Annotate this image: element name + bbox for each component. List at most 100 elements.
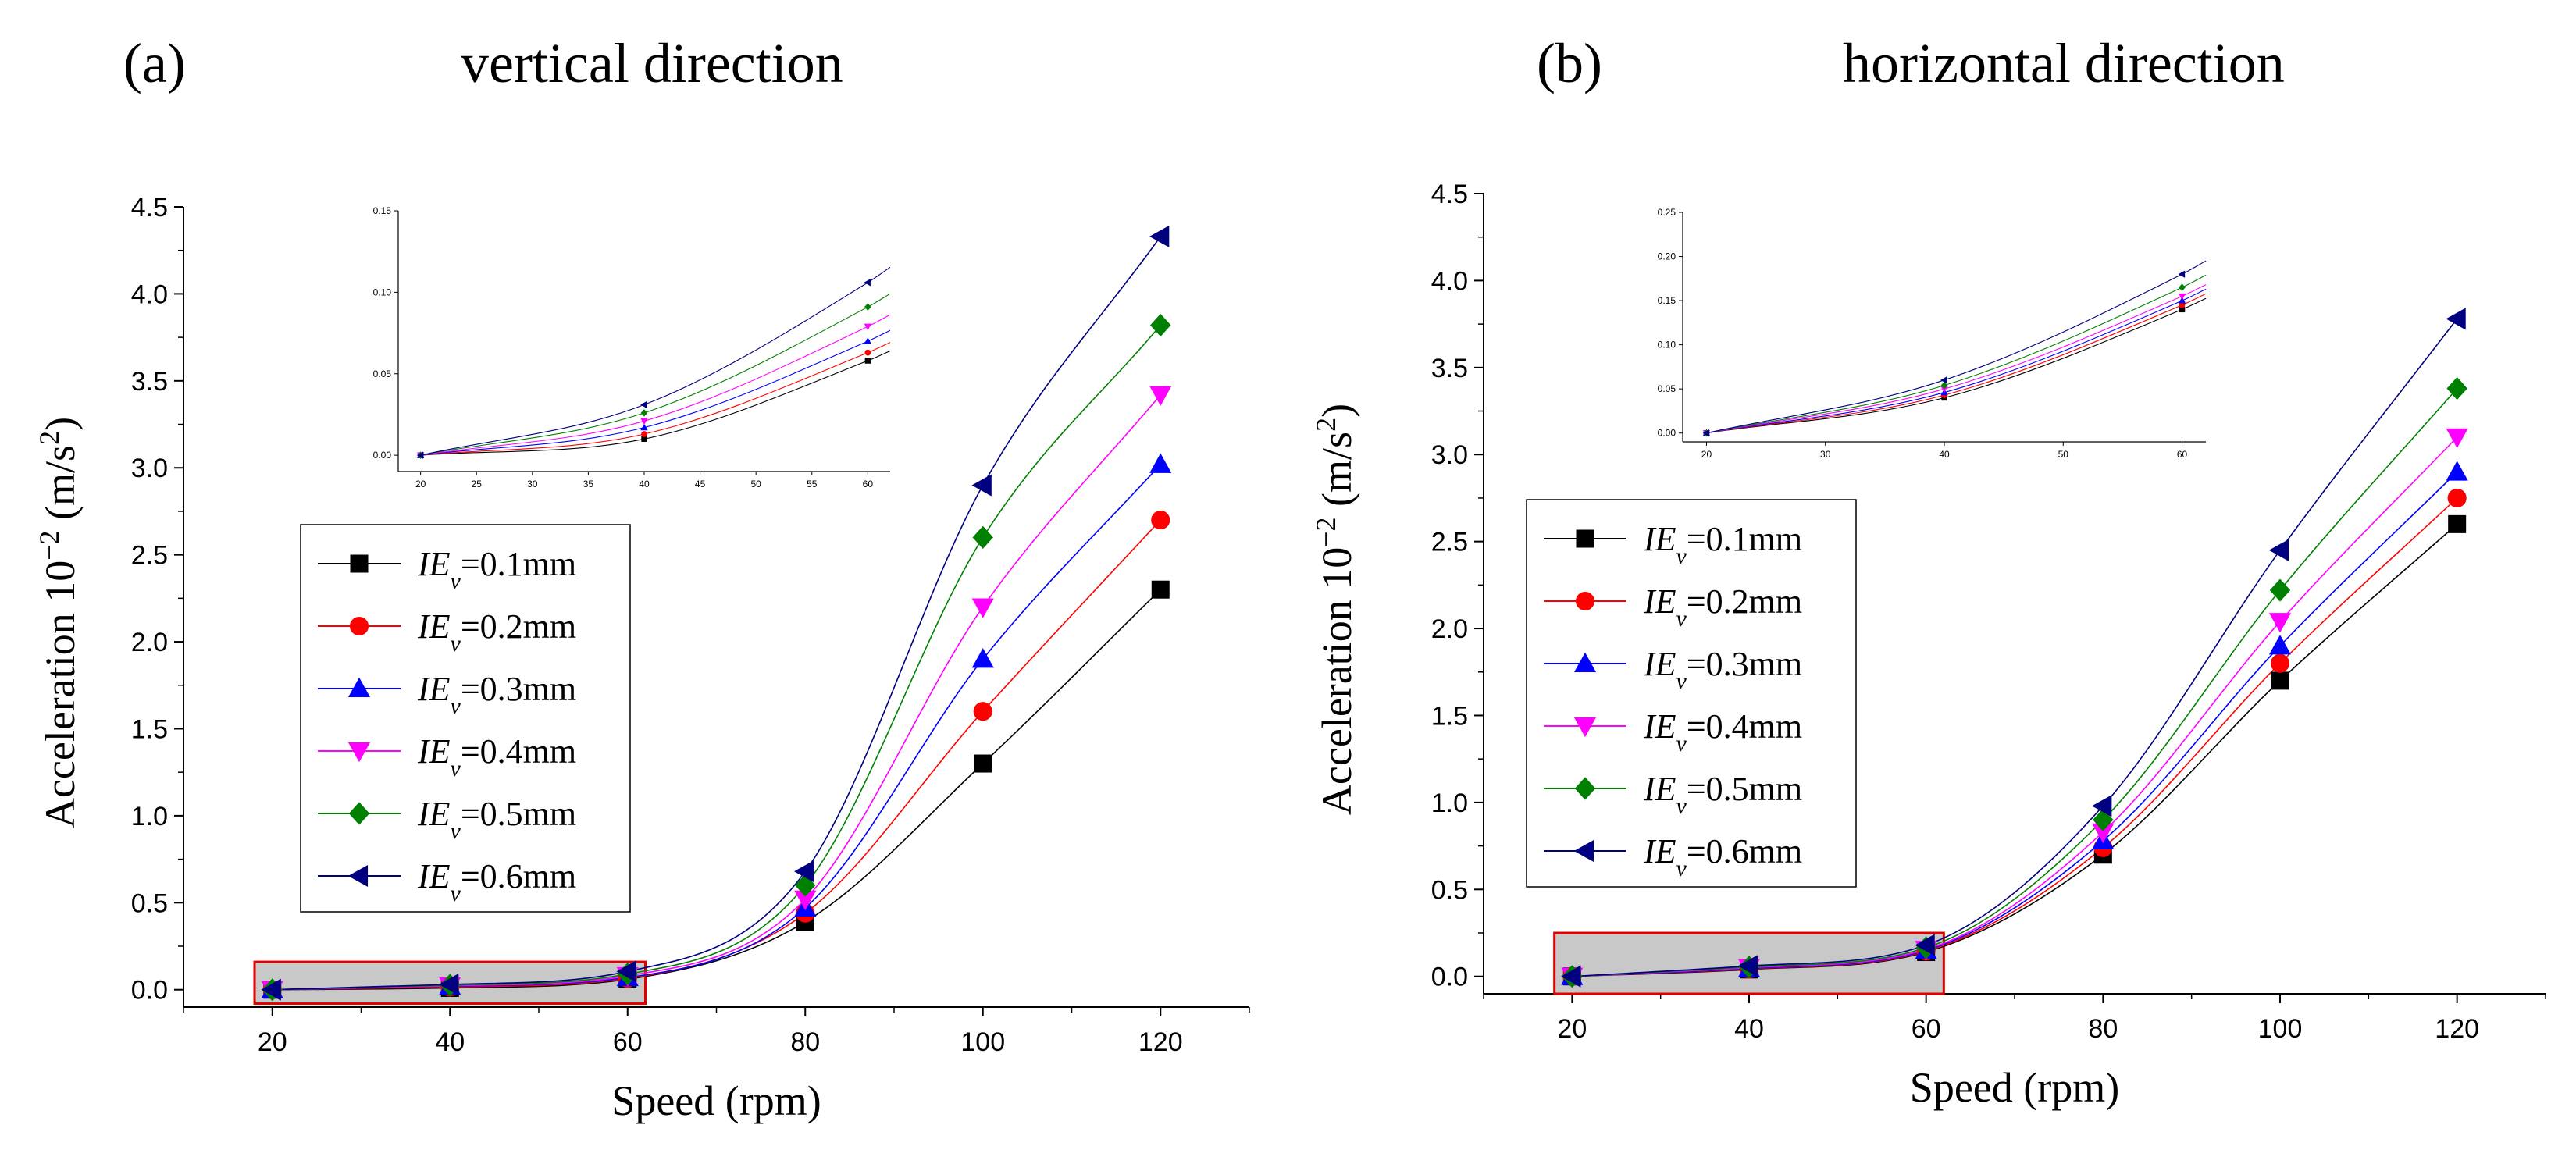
series-line-3 [1572, 471, 2458, 977]
legend-label-italic: IE [417, 545, 451, 583]
inset-point-s6 [640, 400, 647, 409]
inset-point-s1 [864, 358, 871, 364]
data-point-s6 [2268, 539, 2289, 561]
inset-x-tick-label: 30 [527, 479, 538, 489]
x-tick-label: 40 [435, 1027, 465, 1057]
inset-x-tick-label: 40 [639, 479, 650, 489]
y-title-unit: (m/s [37, 445, 84, 531]
data-point-s1 [2271, 671, 2289, 690]
y-tick-label: 0.0 [131, 976, 168, 1006]
x-tick-label: 20 [1557, 1014, 1587, 1044]
legend-label-italic: IE [1643, 582, 1676, 621]
y-title-main: Acceleration 10 [1313, 547, 1360, 815]
legend-label-italic: IE [1643, 770, 1676, 808]
chart-horizontal: 0.0 0.5 1.0 1.5 2.0 2.5 3.0 3.5 4.0 4.5 20 40 60 80 10… [1310, 180, 2546, 1111]
legend-marker [349, 616, 369, 636]
inset-point-s3 [2178, 297, 2186, 304]
legend-label-subscript: v [1676, 668, 1687, 694]
panel-a-title: vertical direction [461, 32, 843, 94]
legend-label: IEv=0.4mm [1643, 707, 1802, 756]
legend-label-value: =0.4mm [1687, 707, 1802, 746]
legend-label: IEv=0.2mm [417, 607, 576, 657]
legend-label-value: =0.2mm [1687, 582, 1802, 621]
y-tick-label: 2.0 [131, 628, 168, 657]
legend-label-subscript: v [451, 693, 461, 719]
y-tick-label: 2.5 [131, 541, 168, 571]
legend-label-italic: IE [1643, 832, 1676, 870]
y-tick-label: 0.5 [131, 888, 168, 918]
legend-label: IEv=0.3mm [417, 670, 576, 719]
x-axis-title: Speed (rpm) [611, 1077, 821, 1124]
data-point-s5 [1150, 313, 1171, 337]
legend-label: IEv=0.5mm [1643, 770, 1802, 819]
inset-point-s4 [640, 418, 648, 425]
x-axis-title: Speed (rpm) [1910, 1064, 2119, 1111]
x-tick-label: 80 [790, 1027, 820, 1057]
data-point-s4 [1149, 386, 1172, 406]
y-tick-label: 1.0 [131, 802, 168, 831]
panel-a-label: (a) [123, 32, 186, 94]
inset-point-s2 [864, 349, 871, 356]
data-point-s4 [2446, 428, 2468, 449]
data-point-s5 [2446, 376, 2467, 400]
inset-point-s6 [864, 279, 871, 287]
legend-label-value: =0.2mm [461, 607, 576, 646]
y-title-unit-exponent: 2 [34, 431, 65, 445]
inset-x-tick-label: 60 [863, 479, 874, 489]
legend-label-subscript: v [1676, 606, 1687, 632]
inset-series-line-2 [1706, 293, 2207, 434]
legend-label-italic: IE [1643, 707, 1676, 746]
panel-b-title: horizontal direction [1843, 32, 2285, 94]
legend-marker [1573, 717, 1597, 738]
data-point-s1 [974, 754, 992, 773]
inset-x-tick-label: 20 [1701, 449, 1712, 460]
x-tick-label: 120 [2435, 1014, 2479, 1044]
y-title-unit-close: ) [1313, 404, 1360, 418]
data-point-s2 [973, 702, 992, 721]
y-title-main: Acceleration 10 [37, 561, 84, 828]
inset-x-tick-label: 55 [807, 479, 818, 489]
legend-marker [1573, 652, 1597, 673]
y-title-exponent: −2 [34, 530, 65, 560]
inset-point-s4 [2178, 293, 2186, 301]
inset-point-s6 [2178, 270, 2186, 278]
legend-label-value: =0.6mm [1687, 832, 1802, 870]
inset-point-s5 [640, 409, 648, 417]
legend-label: IEv=0.5mm [417, 795, 576, 844]
legend-label-subscript: v [451, 881, 461, 906]
legend-marker [1576, 529, 1594, 548]
data-point-s6 [261, 978, 281, 1001]
y-axis-title: Acceleration 10−2 (m/s2) [1310, 404, 1360, 815]
legend-label-italic: IE [417, 607, 451, 646]
y-title-unit: (m/s [1313, 432, 1360, 518]
inset-x-tick-label: 40 [1939, 449, 1950, 460]
legend-label-italic: IE [1643, 520, 1676, 558]
inset-point-s4 [864, 323, 872, 331]
inset-x-tick-label: 45 [695, 479, 706, 489]
y-tick-label: 1.0 [1431, 788, 1468, 818]
legend-label: IEv=0.1mm [417, 545, 576, 594]
inset-y-tick-label: 0.20 [1658, 251, 1676, 262]
inset-point-s2 [641, 431, 647, 437]
legend-label-subscript: v [1676, 543, 1687, 569]
legend-box [300, 524, 631, 913]
y-tick-label: 3.5 [1431, 354, 1468, 383]
data-point-s6 [794, 860, 814, 883]
legend-label-subscript: v [1676, 793, 1687, 819]
inset-y-tick-label: 0.10 [1658, 340, 1676, 351]
legend-label-italic: IE [1643, 645, 1676, 683]
inset-series-line-2 [420, 342, 891, 456]
x-tick-label: 40 [1734, 1014, 1764, 1044]
legend-label-value: =0.6mm [461, 857, 576, 895]
inset-y-tick-label: 0.00 [1658, 428, 1676, 439]
legend-marker [347, 864, 369, 888]
y-tick-label: 4.5 [131, 193, 168, 222]
data-point-s5 [2269, 578, 2291, 602]
data-point-s6 [2092, 795, 2112, 817]
legend-box [1526, 499, 1857, 888]
inset-series-line-4 [1706, 284, 2207, 434]
data-point-s6 [971, 474, 992, 497]
y-tick-label: 2.0 [1431, 614, 1468, 644]
y-tick-label: 0.0 [1431, 963, 1468, 992]
